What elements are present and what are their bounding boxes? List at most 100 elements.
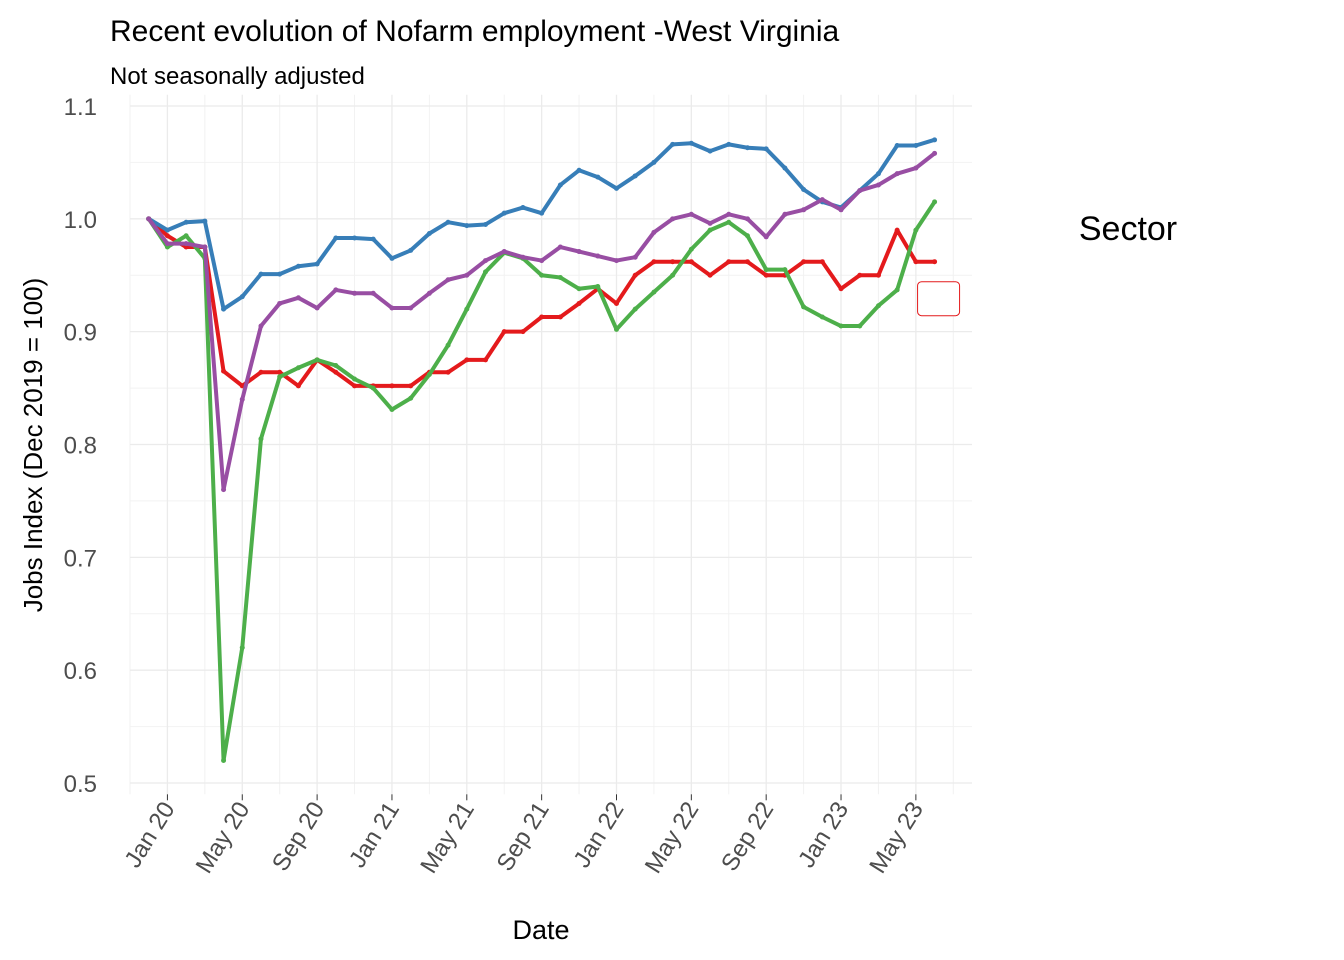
data-point — [370, 290, 376, 296]
data-point — [744, 145, 750, 151]
data-point — [913, 165, 919, 171]
data-point — [183, 241, 189, 247]
data-point — [801, 304, 807, 310]
data-point — [408, 305, 414, 311]
data-point — [913, 142, 919, 148]
y-tick-label: 1.1 — [64, 94, 97, 121]
data-point — [352, 235, 358, 241]
data-point — [913, 259, 919, 265]
data-point — [389, 407, 395, 413]
x-tick-label: Jan 23 — [793, 797, 854, 872]
data-point — [726, 259, 732, 265]
data-point — [239, 645, 245, 651]
data-point — [483, 269, 489, 275]
data-point — [932, 199, 938, 205]
data-point — [202, 244, 208, 250]
data-point — [333, 363, 339, 369]
data-point — [857, 323, 863, 329]
data-point — [389, 305, 395, 311]
data-point — [258, 369, 264, 375]
end-label-box — [917, 281, 961, 317]
data-point — [333, 369, 339, 375]
data-point — [670, 259, 676, 265]
data-point — [314, 357, 320, 363]
data-point — [707, 220, 713, 226]
data-point — [763, 234, 769, 240]
data-point — [763, 146, 769, 152]
x-tick-label: May 22 — [640, 797, 705, 878]
data-point — [464, 306, 470, 312]
data-point — [819, 259, 825, 265]
data-point — [894, 142, 900, 148]
data-point — [670, 216, 676, 222]
data-point — [707, 148, 713, 154]
data-point — [932, 137, 938, 143]
y-tick-label: 0.6 — [64, 658, 97, 685]
data-point — [483, 357, 489, 363]
data-point — [632, 272, 638, 278]
data-point — [726, 219, 732, 225]
data-point — [164, 241, 170, 247]
data-point — [838, 323, 844, 329]
data-point — [352, 376, 358, 382]
data-point — [239, 396, 245, 402]
data-point — [501, 329, 507, 335]
data-point — [595, 253, 601, 259]
data-point — [295, 295, 301, 301]
data-point — [539, 258, 545, 264]
data-point — [670, 141, 676, 147]
data-point — [183, 233, 189, 239]
data-point — [744, 259, 750, 265]
data-point — [183, 219, 189, 225]
data-point — [295, 383, 301, 389]
data-point — [408, 395, 414, 401]
data-point — [445, 369, 451, 375]
data-point — [295, 263, 301, 269]
x-tick-label: Jan 22 — [568, 797, 629, 872]
x-axis-label: Date — [512, 915, 569, 945]
y-tick-label: 0.5 — [64, 771, 97, 798]
data-point — [651, 259, 657, 265]
data-point — [913, 227, 919, 233]
data-point — [576, 300, 582, 306]
data-point — [763, 272, 769, 278]
data-point — [875, 171, 881, 177]
data-point — [726, 141, 732, 147]
data-point — [258, 436, 264, 442]
data-point — [221, 757, 227, 763]
data-point — [352, 383, 358, 389]
data-point — [426, 290, 432, 296]
data-point — [632, 254, 638, 260]
data-point — [539, 272, 545, 278]
legend-title: Sector — [1079, 210, 1177, 248]
x-tick-label: Sep 22 — [716, 797, 779, 876]
data-point — [595, 174, 601, 180]
data-point — [221, 368, 227, 374]
data-point — [277, 374, 283, 380]
data-point — [613, 300, 619, 306]
data-point — [894, 287, 900, 293]
data-point — [744, 233, 750, 239]
data-point — [221, 306, 227, 312]
data-point — [576, 167, 582, 173]
data-point — [894, 171, 900, 177]
data-point — [688, 140, 694, 146]
data-point — [483, 258, 489, 264]
x-tick-label: May 21 — [415, 797, 480, 878]
data-point — [408, 383, 414, 389]
data-point — [164, 233, 170, 239]
data-point — [707, 272, 713, 278]
data-point — [483, 221, 489, 227]
data-point — [576, 249, 582, 255]
x-tick-label: Jan 20 — [119, 797, 180, 872]
data-point — [426, 372, 432, 378]
data-point — [875, 182, 881, 188]
data-point — [557, 244, 563, 250]
data-point — [651, 229, 657, 235]
data-point — [464, 223, 470, 229]
y-axis-label: Jobs Index (Dec 2019 = 100) — [18, 278, 48, 613]
x-tick-label: Jan 21 — [344, 797, 405, 872]
chart-title: Recent evolution of Nofarm employment -W… — [110, 15, 840, 48]
chart-subtitle: Not seasonally adjusted — [110, 63, 365, 90]
data-point — [520, 254, 526, 260]
